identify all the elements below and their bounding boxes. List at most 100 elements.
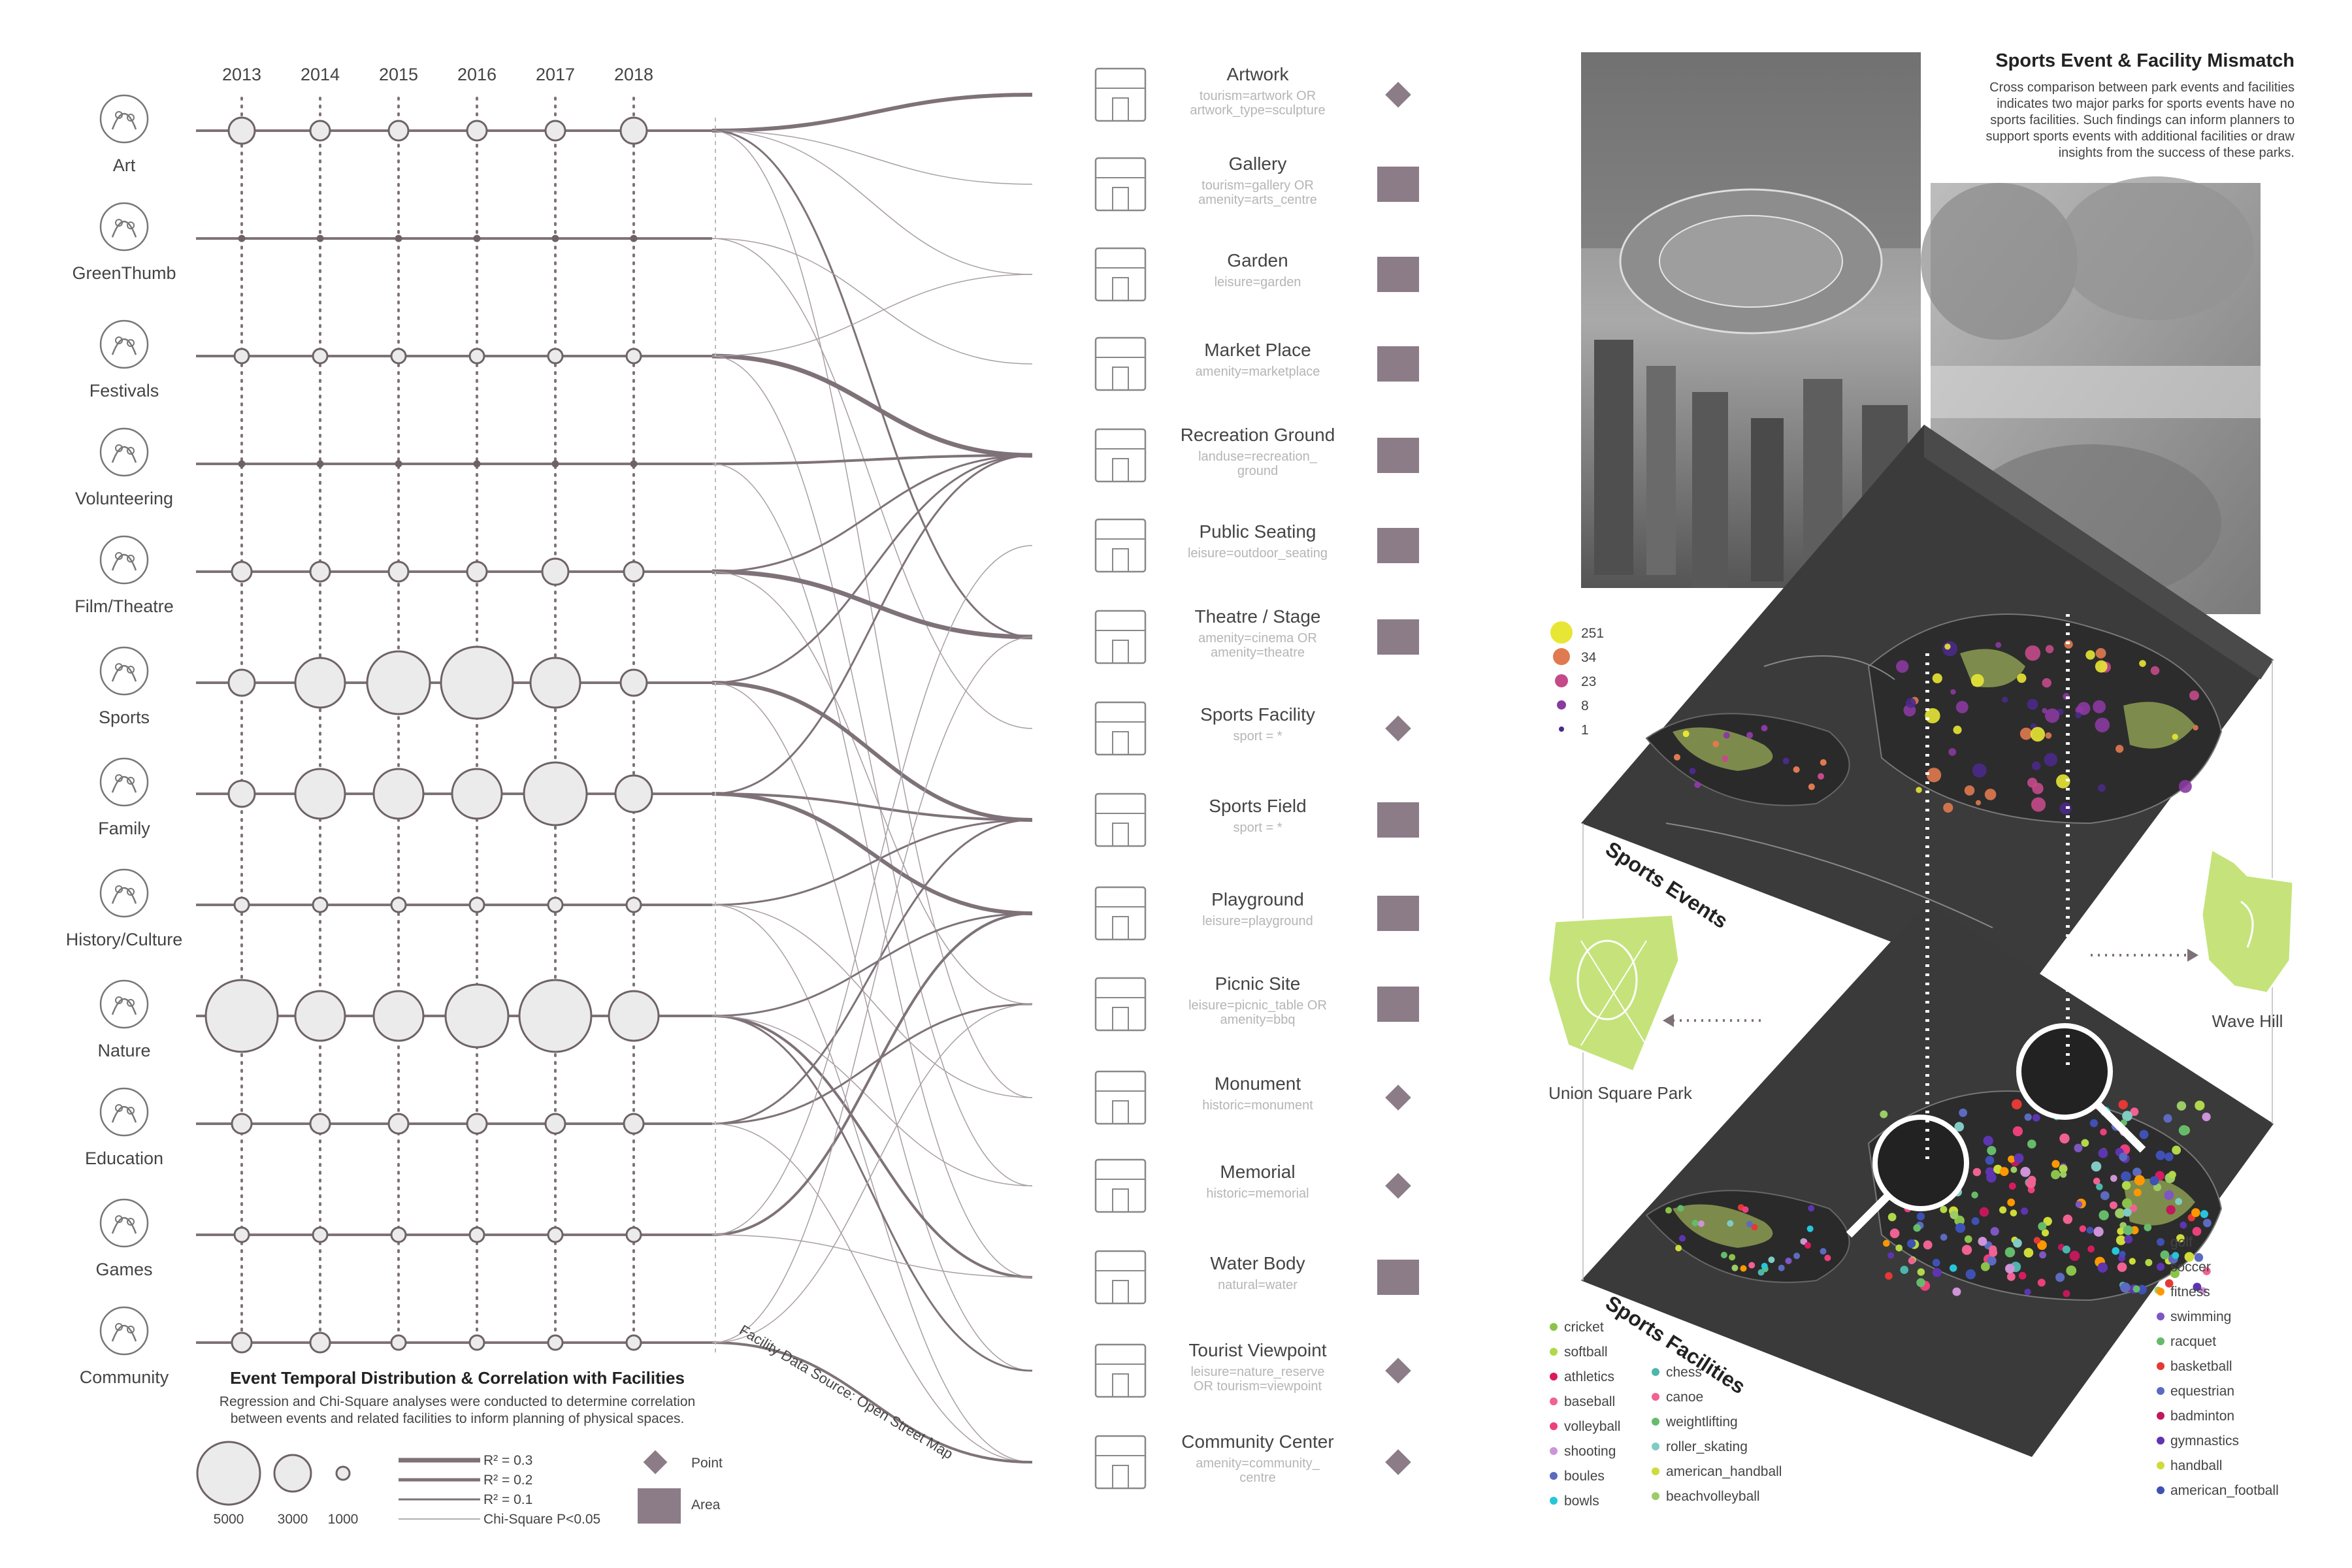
event-dot (1932, 673, 1942, 683)
event-bubble (551, 460, 559, 468)
event-dot (2178, 779, 2192, 793)
facility-dot (2139, 1130, 2149, 1139)
facility-dot (2160, 1250, 2170, 1260)
facility-dot (1965, 1269, 1976, 1280)
event-dot (2098, 784, 2106, 792)
magnifier-handle-left (1846, 1192, 1891, 1238)
facility-dot (1740, 1265, 1747, 1272)
facility-name: Sports Facility (1200, 704, 1315, 725)
correlation-flow (711, 904, 1033, 1098)
correlation-flow (711, 904, 1033, 1463)
event-bubble (390, 896, 407, 913)
facility-dot (1985, 1167, 1995, 1177)
point-marker (1385, 1173, 1411, 1199)
correlation-flow (711, 130, 1033, 185)
facility-dot (1978, 1237, 1987, 1247)
event-dot (1942, 641, 1958, 657)
panel-description-line: insights from the success of these parks… (2059, 146, 2295, 160)
sport-label: softball (1564, 1345, 1608, 1360)
facility-dot (1971, 1191, 1978, 1199)
event-dot (2095, 717, 2110, 732)
facility-dot (1987, 1145, 1997, 1156)
event-dot (1944, 644, 1951, 650)
area-marker (1377, 528, 1419, 563)
sport-label: volleyball (1564, 1419, 1620, 1434)
facility-dot (2129, 1258, 2136, 1265)
facility-dot (2200, 1210, 2208, 1218)
event-bubble (312, 1226, 329, 1243)
event-bubble (541, 557, 570, 586)
facility-dot (2172, 1145, 2181, 1155)
sport-swatch (2157, 1238, 2164, 1246)
sport-label: baseball (1564, 1394, 1615, 1409)
facility-dot (2081, 1139, 2089, 1147)
facility-list: Artwork tourism=artwork ORartwork_type=sc… (1094, 64, 1419, 1490)
facility-dot (2021, 1207, 2029, 1215)
event-bubble (309, 1331, 331, 1354)
event-count-label: 23 (1581, 674, 1596, 689)
facility-dot (1679, 1235, 1686, 1242)
facility-tag-line2: centre (1239, 1471, 1276, 1485)
data-source-note: Facility Data Source: Open Street Map (736, 1322, 956, 1462)
facility-dot (2005, 1264, 2015, 1274)
panel-description-line: sports facilities. Such findings can inf… (1990, 113, 2295, 127)
year-label-2017: 2017 (536, 65, 575, 84)
area-marker (1377, 1260, 1419, 1295)
facility-dot (1889, 1228, 1900, 1239)
facility-tag: leisure=garden (1215, 275, 1301, 289)
family-icon (99, 757, 149, 807)
correlation-flows (711, 93, 1033, 1463)
facility-dot (2145, 1259, 2153, 1266)
facility-dot (2203, 1218, 2212, 1228)
event-bubble (625, 896, 642, 913)
facility-dot (1768, 1256, 1775, 1264)
facility-dot (2122, 1198, 2132, 1209)
facility-name: Theatre / Stage (1194, 606, 1320, 627)
bust-icon (1094, 1158, 1147, 1213)
people-icon (99, 1306, 149, 1356)
facility-dot (2199, 1287, 2207, 1295)
union-square-park-shape (1547, 913, 1680, 1073)
event-count-label: 34 (1581, 650, 1597, 665)
facility-dot (1883, 1239, 1890, 1247)
facility-dot (2172, 1252, 2180, 1260)
facility-dot (1923, 1240, 1933, 1250)
event-dot (1972, 763, 1987, 778)
category-label: Community (80, 1367, 169, 1387)
facility-tag-line2: OR tourism=viewpoint (1194, 1379, 1322, 1394)
facility-dot (2112, 1247, 2120, 1255)
event-dot (1906, 698, 1916, 708)
area-marker (1377, 987, 1419, 1022)
event-dots (1673, 640, 2199, 815)
point-legend-marker (643, 1450, 668, 1475)
sport-label: canoe (1666, 1390, 1703, 1405)
facility-dot (2043, 1217, 2052, 1226)
facility-dot (1917, 1268, 1925, 1276)
facility-name: Tourist Viewpoint (1188, 1340, 1326, 1360)
facility-dot (2115, 1208, 2125, 1218)
facility-dot (2023, 1248, 2034, 1258)
panel-description-line: Cross comparison between park events and… (1989, 80, 2295, 95)
correlation-flow (711, 819, 1033, 1125)
facility-dot (1980, 1262, 1990, 1271)
facility-tag: amenity=marketplace (1196, 365, 1320, 379)
event-dot (2189, 690, 2199, 700)
category-label: Festivals (90, 381, 159, 400)
sports-facilities-map (1581, 902, 2274, 1457)
event-bubble (309, 561, 331, 583)
facility-dot (2099, 1210, 2109, 1220)
event-bubble (312, 348, 329, 365)
correlation-flow (711, 545, 1033, 1235)
facility-dot (2006, 1272, 2016, 1281)
event-bubble (227, 779, 256, 808)
facility-dot (2164, 1152, 2174, 1162)
event-bubble (619, 116, 648, 145)
event-dot (1722, 755, 1729, 762)
facility-dot (2202, 1267, 2211, 1275)
facility-dot (2079, 1225, 2087, 1232)
sport-swatch (2157, 1412, 2164, 1420)
facility-dot (2110, 1175, 2117, 1182)
category-label: Volunteering (75, 489, 173, 508)
event-bubble (468, 1226, 485, 1243)
event-dot (1948, 748, 1957, 756)
